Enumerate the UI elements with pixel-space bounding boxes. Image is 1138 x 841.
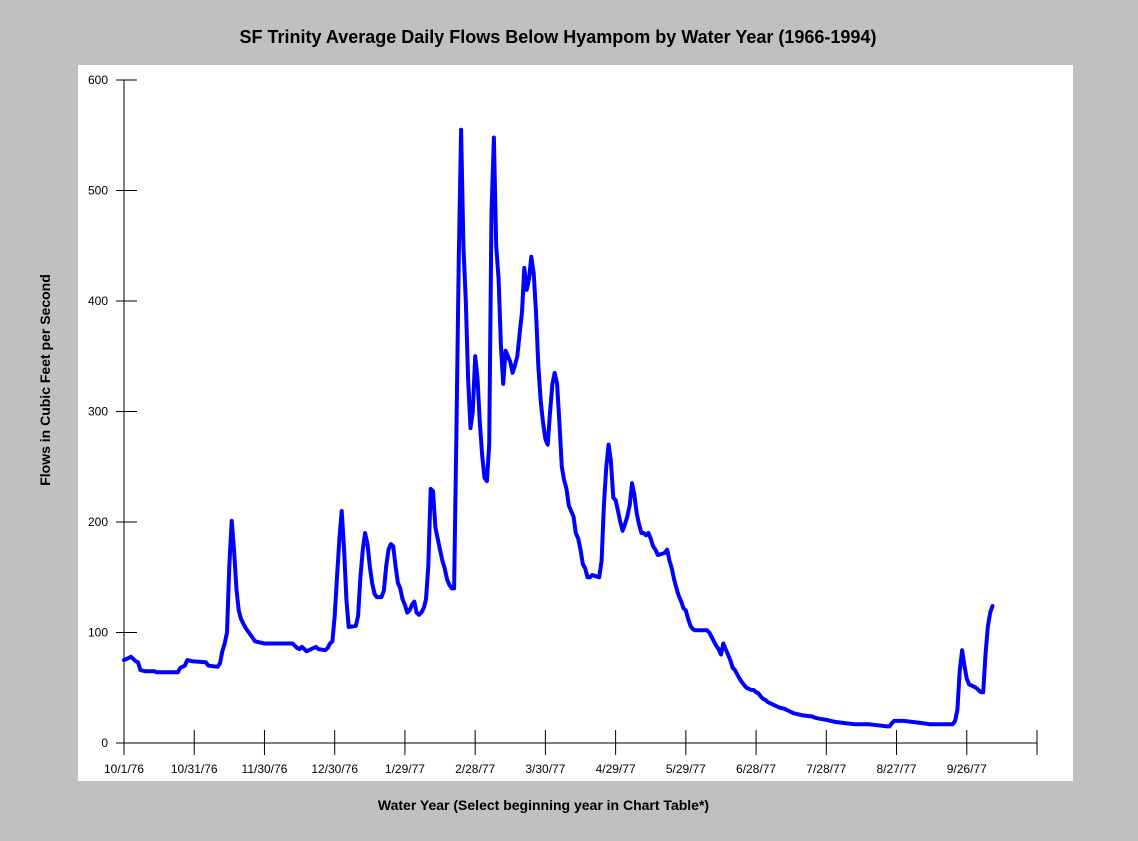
series-line-0	[122, 127, 995, 729]
x-tick-label: 5/29/77	[666, 762, 706, 776]
plot-area	[78, 65, 1073, 781]
x-tick-label: 11/30/76	[242, 762, 288, 776]
y-tick-label: 100	[88, 626, 108, 640]
x-tick-label: 3/30/77	[525, 762, 565, 776]
x-tick-label: 10/1/76	[104, 762, 144, 776]
x-tick-label: 8/27/77	[877, 762, 917, 776]
x-tick-label: 1/29/77	[385, 762, 425, 776]
x-tick-label: 12/30/76	[311, 762, 358, 776]
y-tick-label: 300	[88, 405, 108, 419]
x-tick-label: 6/28/77	[736, 762, 776, 776]
x-tick-label: 2/28/77	[455, 762, 495, 776]
series-layer	[122, 127, 995, 729]
tick-marks: 0 100 200 300 400 500 600 10/1/76 10/31/76 11/30/…	[88, 73, 1038, 776]
x-axis-label: Water Year (Select beginning year in Cha…	[377, 797, 710, 813]
chart-title: SF Trinity Average Daily Flows Below Hya…	[239, 27, 877, 47]
x-tick-label: 7/28/77	[806, 762, 846, 776]
y-tick-label: 500	[88, 184, 108, 198]
x-tick-label: 9/26/77	[947, 762, 987, 776]
y-tick-label: 200	[88, 515, 108, 529]
y-tick-label: 400	[88, 294, 108, 308]
y-tick-label: 600	[88, 73, 108, 87]
x-tick-label: 10/31/76	[171, 762, 218, 776]
y-tick-label: 0	[101, 736, 108, 750]
x-tick-label: 4/29/77	[596, 762, 636, 776]
